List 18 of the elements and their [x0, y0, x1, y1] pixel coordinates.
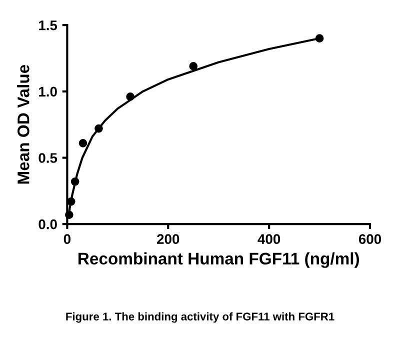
x-tick-label: 400 [258, 234, 280, 244]
point [315, 34, 324, 43]
y-tick-label: 1.0 [39, 86, 57, 97]
x-tick-label: 200 [157, 234, 180, 244]
x-tick-label: 600 [358, 234, 382, 244]
x-tick-label: 0 [64, 234, 70, 244]
x-axis-title: Recombinant Human FGF11 (ng/ml) [78, 252, 359, 268]
y-axis-title: Mean OD Value [17, 64, 30, 184]
caption: Figure 1. The binding activity of FGF11 with FGFR1 [66, 312, 334, 323]
point [94, 124, 103, 133]
y-tick-label: 0.0 [38, 219, 57, 230]
point [78, 138, 88, 148]
point [65, 210, 74, 219]
y-tick-label: 0.5 [38, 153, 58, 163]
point [189, 62, 198, 70]
y-tick-label: 1.5 [39, 20, 58, 30]
point [70, 177, 80, 186]
point [126, 92, 134, 101]
